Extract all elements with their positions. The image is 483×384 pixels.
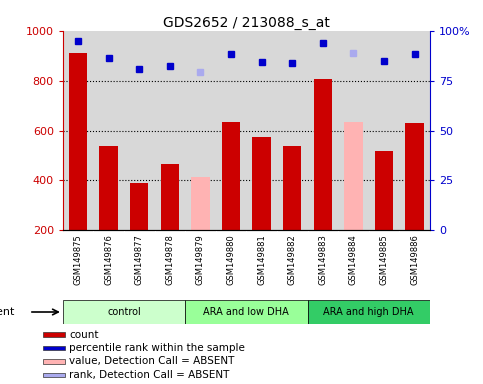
Text: percentile rank within the sample: percentile rank within the sample [69,343,245,353]
Text: GSM149880: GSM149880 [227,234,236,285]
Bar [124,31,155,230]
Bar [375,151,393,230]
Bar [185,31,216,230]
Text: rank, Detection Call = ABSENT: rank, Detection Call = ABSENT [69,370,229,380]
Bar [399,31,430,230]
Text: GSM149883: GSM149883 [318,234,327,285]
Text: GSM149877: GSM149877 [135,234,144,285]
Bar [93,31,124,230]
Text: GSM149875: GSM149875 [73,234,83,285]
Text: agent: agent [0,307,14,317]
Text: GSM149886: GSM149886 [410,234,419,285]
Bar [69,53,87,230]
Bar [191,177,210,230]
Text: GSM149876: GSM149876 [104,234,113,285]
Text: GSM149885: GSM149885 [380,234,388,285]
Text: GSM149884: GSM149884 [349,234,358,285]
Text: GSM149882: GSM149882 [288,234,297,285]
Bar [216,31,246,230]
Text: control: control [107,307,141,317]
Text: ARA and low DHA: ARA and low DHA [203,307,289,317]
Text: GSM149881: GSM149881 [257,234,266,285]
Bar [369,31,399,230]
Bar [99,146,118,230]
Bar [308,300,430,324]
Bar [185,300,308,324]
Text: GSM149878: GSM149878 [165,234,174,285]
Bar [313,79,332,230]
Bar [283,146,301,230]
Bar [161,164,179,230]
Text: count: count [69,329,99,339]
Bar [277,31,308,230]
Bar [63,31,93,230]
Bar [63,300,185,324]
Bar [155,31,185,230]
Text: GSM149879: GSM149879 [196,234,205,285]
Bar [43,333,65,337]
Bar [43,359,65,364]
Bar [130,183,148,230]
Bar [253,137,271,230]
Bar [308,31,338,230]
Bar [405,123,424,230]
Bar [222,122,240,230]
Bar [338,31,369,230]
Title: GDS2652 / 213088_s_at: GDS2652 / 213088_s_at [163,16,330,30]
Text: value, Detection Call = ABSENT: value, Detection Call = ABSENT [69,356,235,366]
Bar [246,31,277,230]
Text: ARA and high DHA: ARA and high DHA [324,307,414,317]
Bar [43,346,65,350]
Bar [43,373,65,377]
Bar [344,122,363,230]
